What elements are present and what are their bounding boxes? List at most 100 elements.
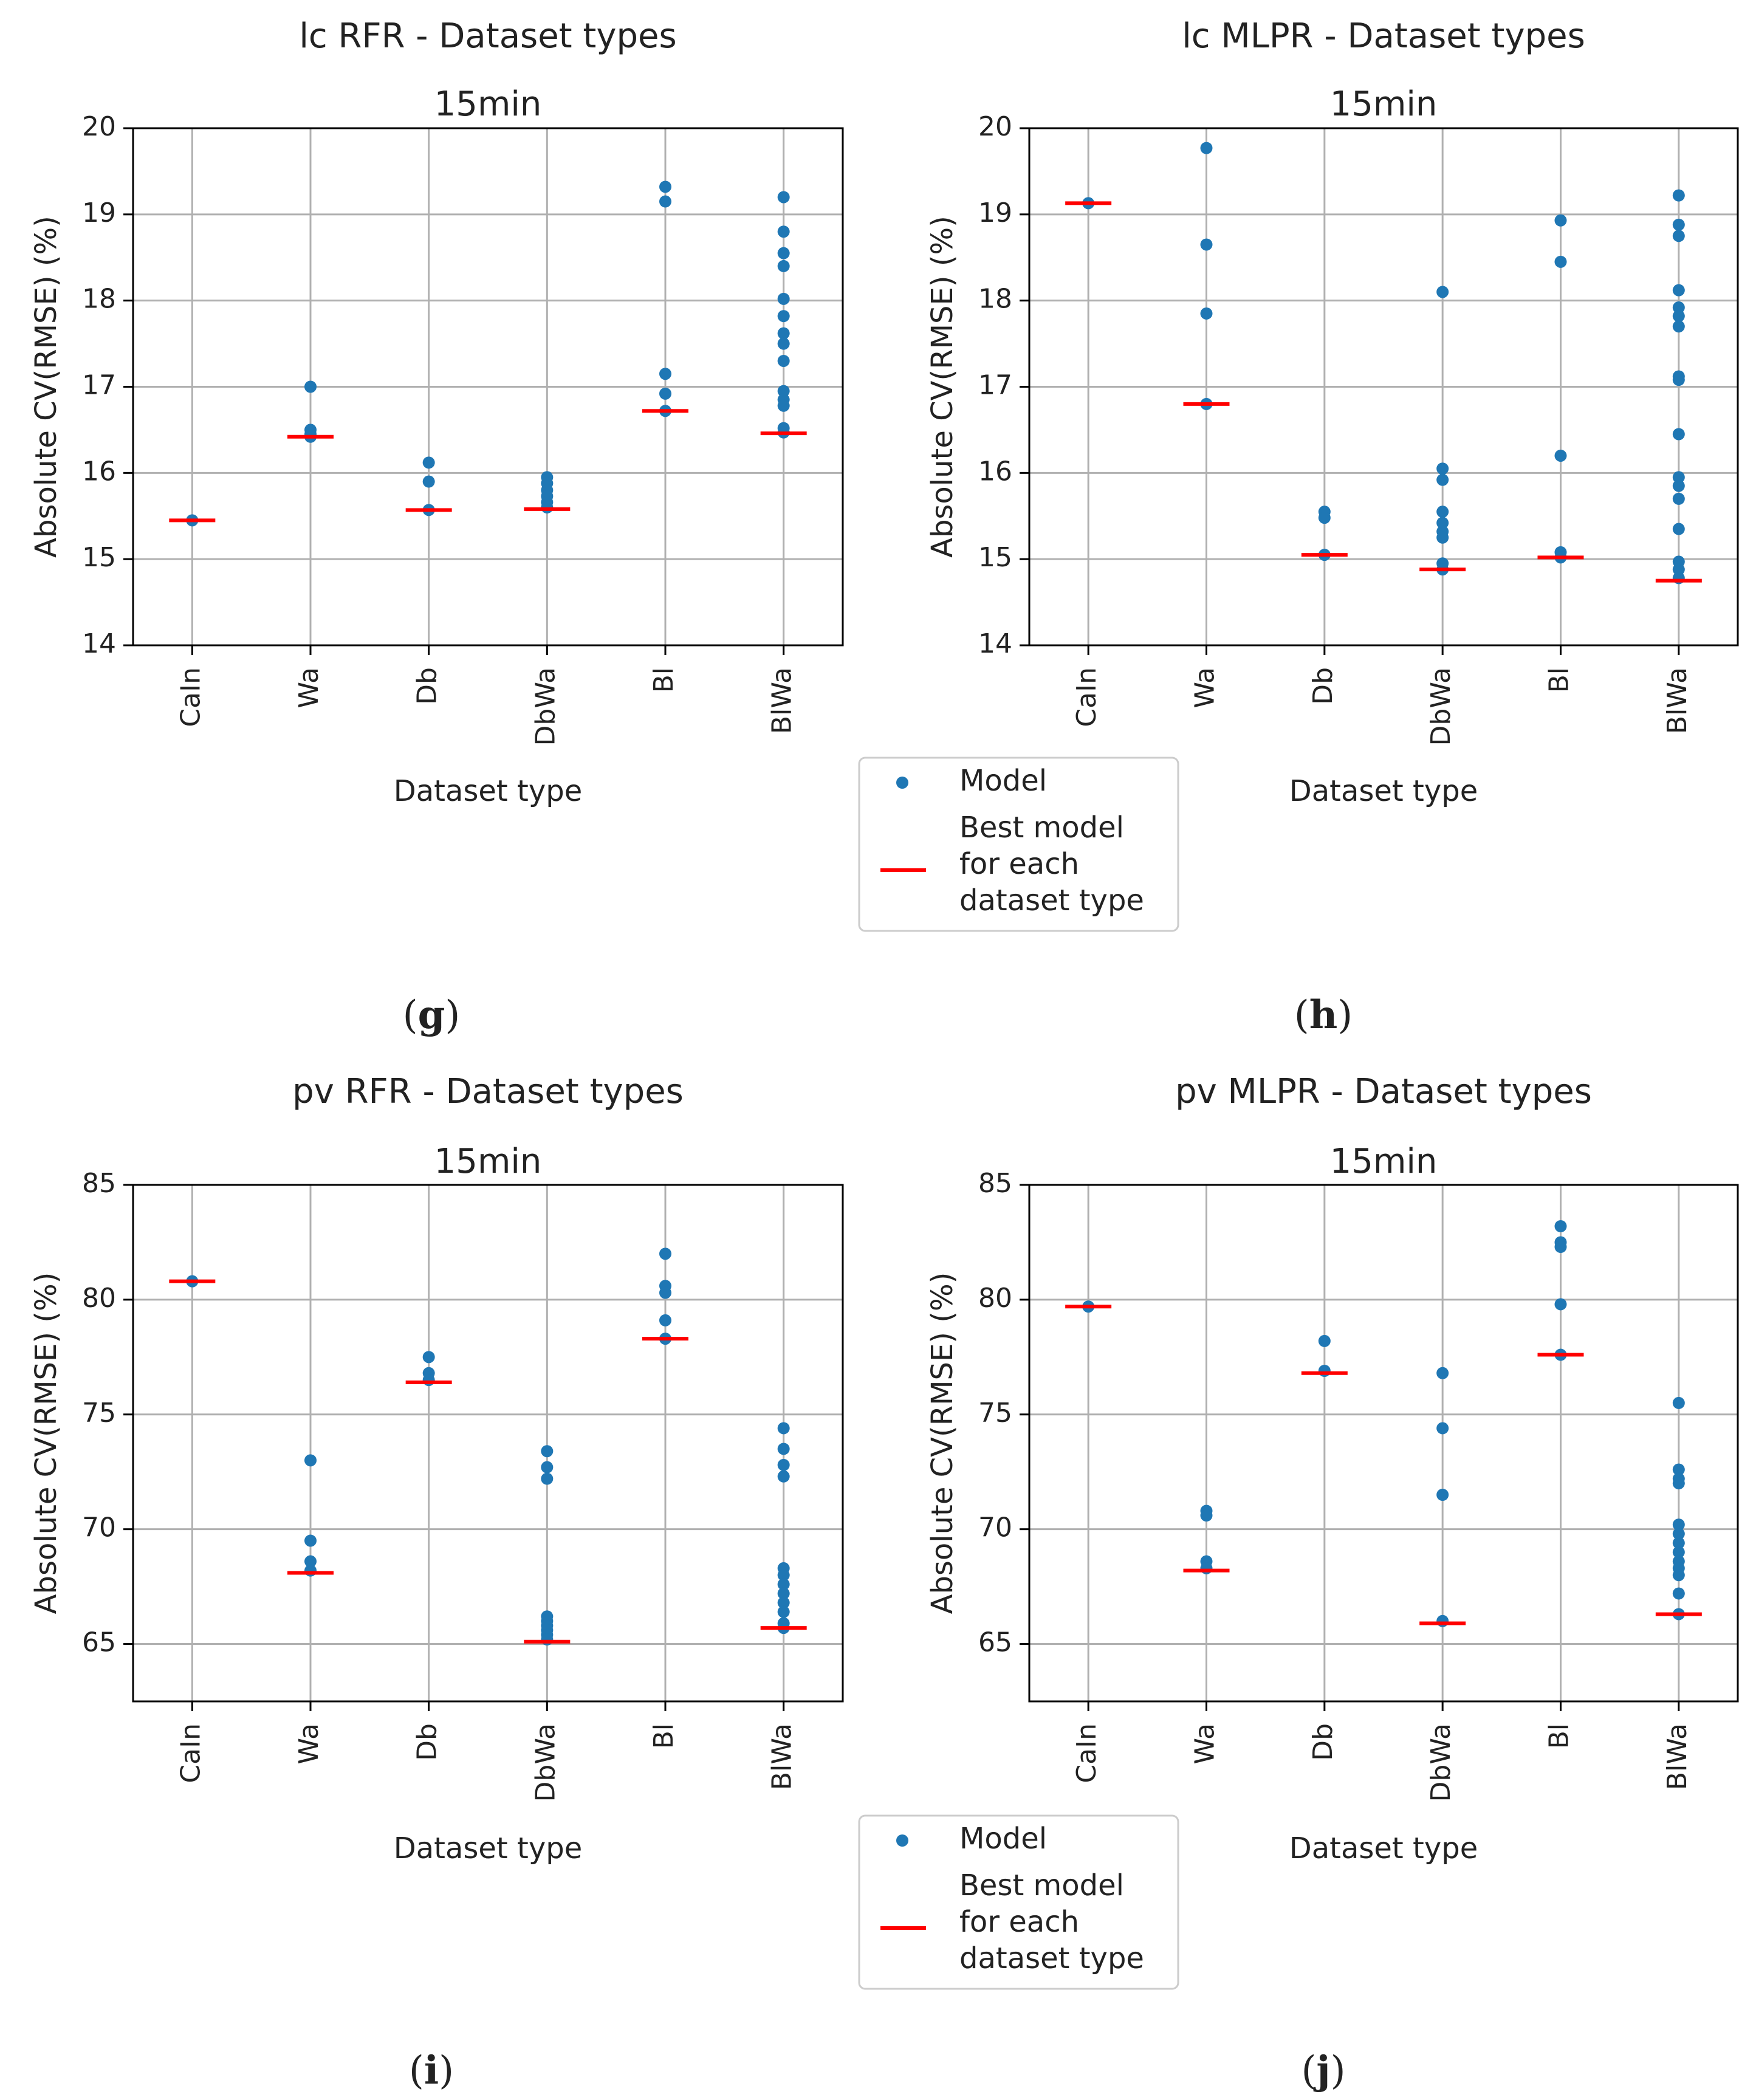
model-point-blwa-9 [777,1605,790,1618]
chart-title: lc RFR - Dataset types [299,16,676,56]
model-point-blwa-8 [777,1596,790,1609]
model-point-blwa-6 [777,327,790,340]
model-point-wa-1 [1200,238,1213,251]
model-point-bl-0 [1554,1220,1567,1232]
y-tick-label-0: 14 [82,628,116,659]
model-point-bl-0 [659,1247,671,1260]
model-point-bl-1 [659,195,671,208]
chart-panel-2: pv RFR - Dataset types 15min 65 70 75 80 85 CaI… [29,1072,844,2093]
model-point-db-0 [422,456,435,469]
model-point-blwa-2 [1672,230,1685,242]
x-tick-label-1: Wa [1190,667,1221,709]
model-point-wa-3 [1200,1562,1213,1574]
x-tick-label-3: DbWa [530,1723,561,1802]
x-tick-label-2: Db [412,1723,443,1761]
legend-model-label: Model [959,1822,1047,1856]
legend-model-marker [896,777,908,789]
chart-title: pv MLPR - Dataset types [1175,1072,1592,1111]
y-tick-label-2: 75 [978,1398,1012,1429]
model-point-wa-2 [304,1555,317,1568]
model-point-blwa-13 [1672,523,1685,535]
y-tick-label-3: 80 [82,1283,116,1314]
model-point-blwa-0 [777,1422,790,1435]
x-tick-label-3: DbWa [1425,1723,1456,1802]
x-tick-label-0: CaIn [1071,667,1102,727]
model-point-dbwa-3 [1436,1614,1449,1627]
legend-best-label-line-0: Best model [959,1868,1124,1903]
y-tick-label-2: 75 [82,1398,116,1429]
model-point-blwa-3 [777,259,790,272]
axes-frame [1028,1184,1739,1703]
model-point-blwa-6 [1672,1537,1685,1549]
chart-subtitle: 15min [434,1142,542,1181]
legend-box [858,1814,1179,1990]
model-point-wa-3 [304,1564,317,1577]
x-tick-label-0: CaIn [175,667,206,727]
model-point-blwa-8 [1672,374,1685,386]
model-point-dbwa-2 [1436,1489,1449,1501]
model-point-blwa-6 [777,1578,790,1591]
model-point-wa-1 [1200,1509,1213,1522]
model-point-blwa-15 [1672,563,1685,576]
model-point-dbwa-0 [541,1445,554,1458]
y-tick-label-0: 65 [978,1627,1012,1658]
model-point-dbwa-4 [1436,516,1449,529]
x-axis-label: Dataset type [394,1831,582,1865]
chart-panel-0: lc RFR - Dataset types 15min 14 15 16 17 18 19 2… [29,16,844,1038]
chart-title: pv RFR - Dataset types [292,1072,684,1111]
model-point-blwa-1 [777,1443,790,1455]
model-point-blwa-5 [777,310,790,323]
model-point-bl-3 [659,387,671,400]
model-point-dbwa-0 [1436,286,1449,298]
model-point-bl-3 [659,1314,671,1326]
y-tick-label-4: 18 [82,284,116,315]
model-point-bl-0 [659,180,671,193]
model-point-blwa-2 [777,247,790,259]
y-tick-label-2: 16 [978,456,1012,487]
model-point-dbwa-2 [1436,473,1449,486]
x-tick-label-3: DbWa [1425,667,1456,746]
chart-panel-3: pv MLPR - Dataset types 15min 65 70 75 80 85 Ca… [925,1072,1739,2093]
model-point-db-1 [1318,512,1331,524]
x-tick-label-5: BlWa [767,1723,798,1790]
panel-label: (i) [409,2048,454,2093]
x-tick-label-4: Bl [648,667,679,693]
chart-subtitle: 15min [1330,84,1438,124]
model-point-blwa-7 [777,1587,790,1600]
model-point-dbwa-1 [1436,1422,1449,1435]
panel-label: (g) [403,992,461,1038]
y-axis-label: Absolute CV(RMSE) (%) [29,1272,63,1614]
chart-subtitle: 15min [434,84,542,124]
model-point-blwa-3 [777,1470,790,1483]
y-tick-label-0: 14 [978,628,1012,659]
legend-best-label-line-1: for each [959,1905,1079,1939]
axes-frame [1028,127,1739,647]
model-point-blwa-1 [1672,218,1685,231]
y-tick-label-1: 15 [82,542,116,573]
y-tick-label-3: 17 [978,370,1012,401]
x-tick-label-5: BlWa [1662,667,1693,734]
x-tick-label-5: BlWa [767,667,798,734]
legend-model-label: Model [959,764,1047,798]
y-tick-label-5: 19 [82,197,116,228]
model-point-blwa-10 [1672,1569,1685,1582]
y-tick-label-4: 85 [978,1168,1012,1199]
y-tick-label-5: 19 [978,197,1012,228]
model-point-wa-1 [304,1534,317,1547]
model-point-blwa-5 [777,1569,790,1582]
legend-best-label-line-0: Best model [959,811,1124,845]
y-tick-label-4: 85 [82,1168,116,1199]
model-point-blwa-2 [777,1458,790,1471]
y-tick-label-0: 65 [82,1627,116,1658]
model-point-blwa-12 [1672,492,1685,505]
x-tick-label-2: Db [1308,1723,1339,1761]
model-point-blwa-10 [1672,471,1685,484]
model-point-blwa-3 [1672,284,1685,297]
model-point-blwa-4 [777,292,790,305]
model-point-blwa-0 [1672,1396,1685,1409]
model-point-dbwa-8 [541,1633,554,1645]
x-tick-label-3: DbWa [530,667,561,746]
